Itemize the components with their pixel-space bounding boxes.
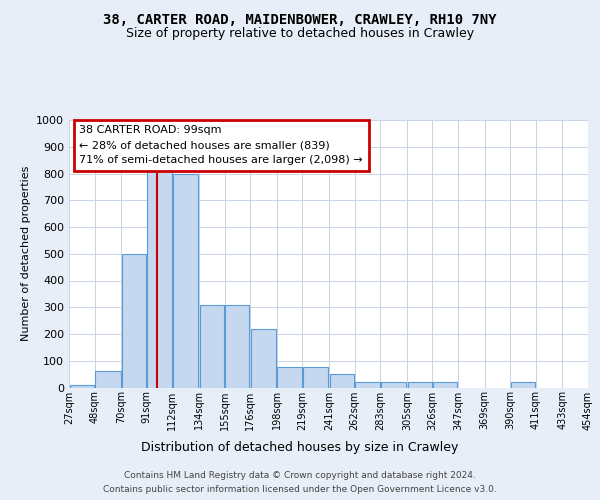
Y-axis label: Number of detached properties: Number of detached properties <box>20 166 31 342</box>
Bar <box>277 368 302 388</box>
Bar <box>303 368 329 388</box>
Text: Distribution of detached houses by size in Crawley: Distribution of detached houses by size … <box>142 441 458 454</box>
Text: 38 CARTER ROAD: 99sqm
← 28% of detached houses are smaller (839)
71% of semi-det: 38 CARTER ROAD: 99sqm ← 28% of detached … <box>79 126 363 165</box>
Bar <box>511 382 535 388</box>
Bar <box>122 254 146 388</box>
Text: 38, CARTER ROAD, MAIDENBOWER, CRAWLEY, RH10 7NY: 38, CARTER ROAD, MAIDENBOWER, CRAWLEY, R… <box>103 12 497 26</box>
Bar <box>407 382 432 388</box>
Bar <box>433 382 457 388</box>
Bar <box>251 328 276 388</box>
Bar <box>95 372 121 388</box>
Text: Contains HM Land Registry data © Crown copyright and database right 2024.: Contains HM Land Registry data © Crown c… <box>124 472 476 480</box>
Bar <box>173 174 199 388</box>
Bar <box>225 304 250 388</box>
Text: Contains public sector information licensed under the Open Government Licence v3: Contains public sector information licen… <box>103 484 497 494</box>
Bar <box>200 304 224 388</box>
Bar <box>330 374 354 388</box>
Bar <box>70 385 94 388</box>
Text: Size of property relative to detached houses in Crawley: Size of property relative to detached ho… <box>126 28 474 40</box>
Bar <box>148 134 172 388</box>
Bar <box>381 382 406 388</box>
Bar <box>355 382 380 388</box>
